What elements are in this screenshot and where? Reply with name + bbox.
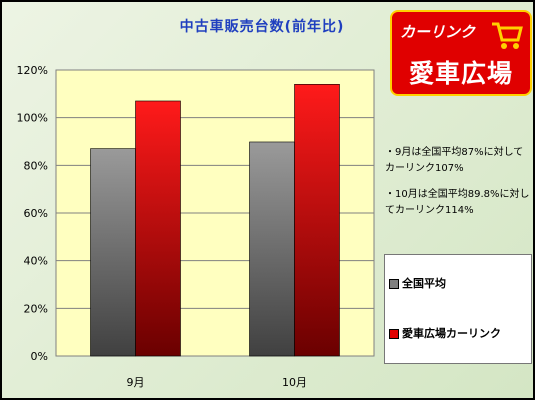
- bar-carlink-1: [294, 84, 340, 357]
- y-tick-label: 120%: [17, 64, 48, 77]
- y-tick-label: 40%: [24, 255, 48, 268]
- legend-label: 全国平均: [402, 277, 446, 290]
- brand-logo: カーリンク 愛車広場: [390, 10, 532, 96]
- y-axis: 0% 20% 40% 60% 80% 100% 120%: [17, 64, 48, 363]
- bar-national-average-1: [249, 141, 295, 357]
- bars: [90, 84, 340, 357]
- note-september: ・9月は全国平均87%に対してカーリンク107%: [385, 147, 524, 174]
- bar-carlink-0: [135, 100, 181, 357]
- logo-text-kanji: 愛車広場: [408, 59, 513, 88]
- legend-item-carlink: 愛車広場カーリンク: [389, 325, 501, 341]
- x-axis: 9月 10月: [127, 376, 308, 389]
- legend-swatch-red: [389, 329, 399, 339]
- legend-item-national-average: 全国平均: [389, 275, 446, 291]
- y-tick-label: 0%: [31, 350, 48, 363]
- y-tick-label: 60%: [24, 207, 48, 220]
- cart-icon: [492, 22, 523, 49]
- legend-label: 愛車広場カーリンク: [402, 327, 501, 340]
- note-october: ・10月は全国平均89.8%に対してカーリンク114%: [385, 189, 530, 216]
- legend: 全国平均 愛車広場カーリンク: [384, 254, 532, 364]
- bar-national-average-0: [90, 148, 136, 357]
- y-tick-label: 100%: [17, 112, 48, 125]
- legend-swatch-gray: [389, 279, 399, 289]
- x-tick-label: 10月: [282, 376, 307, 389]
- notes: ・9月は全国平均87%に対してカーリンク107% ・10月は全国平均89.8%に…: [385, 145, 531, 229]
- y-tick-label: 80%: [24, 159, 48, 172]
- logo-text-katakana: カーリンク: [400, 23, 476, 41]
- chart-title: 中古車販売台数(前年比): [179, 19, 345, 35]
- x-tick-label: 9月: [127, 376, 145, 389]
- y-tick-label: 20%: [24, 302, 48, 315]
